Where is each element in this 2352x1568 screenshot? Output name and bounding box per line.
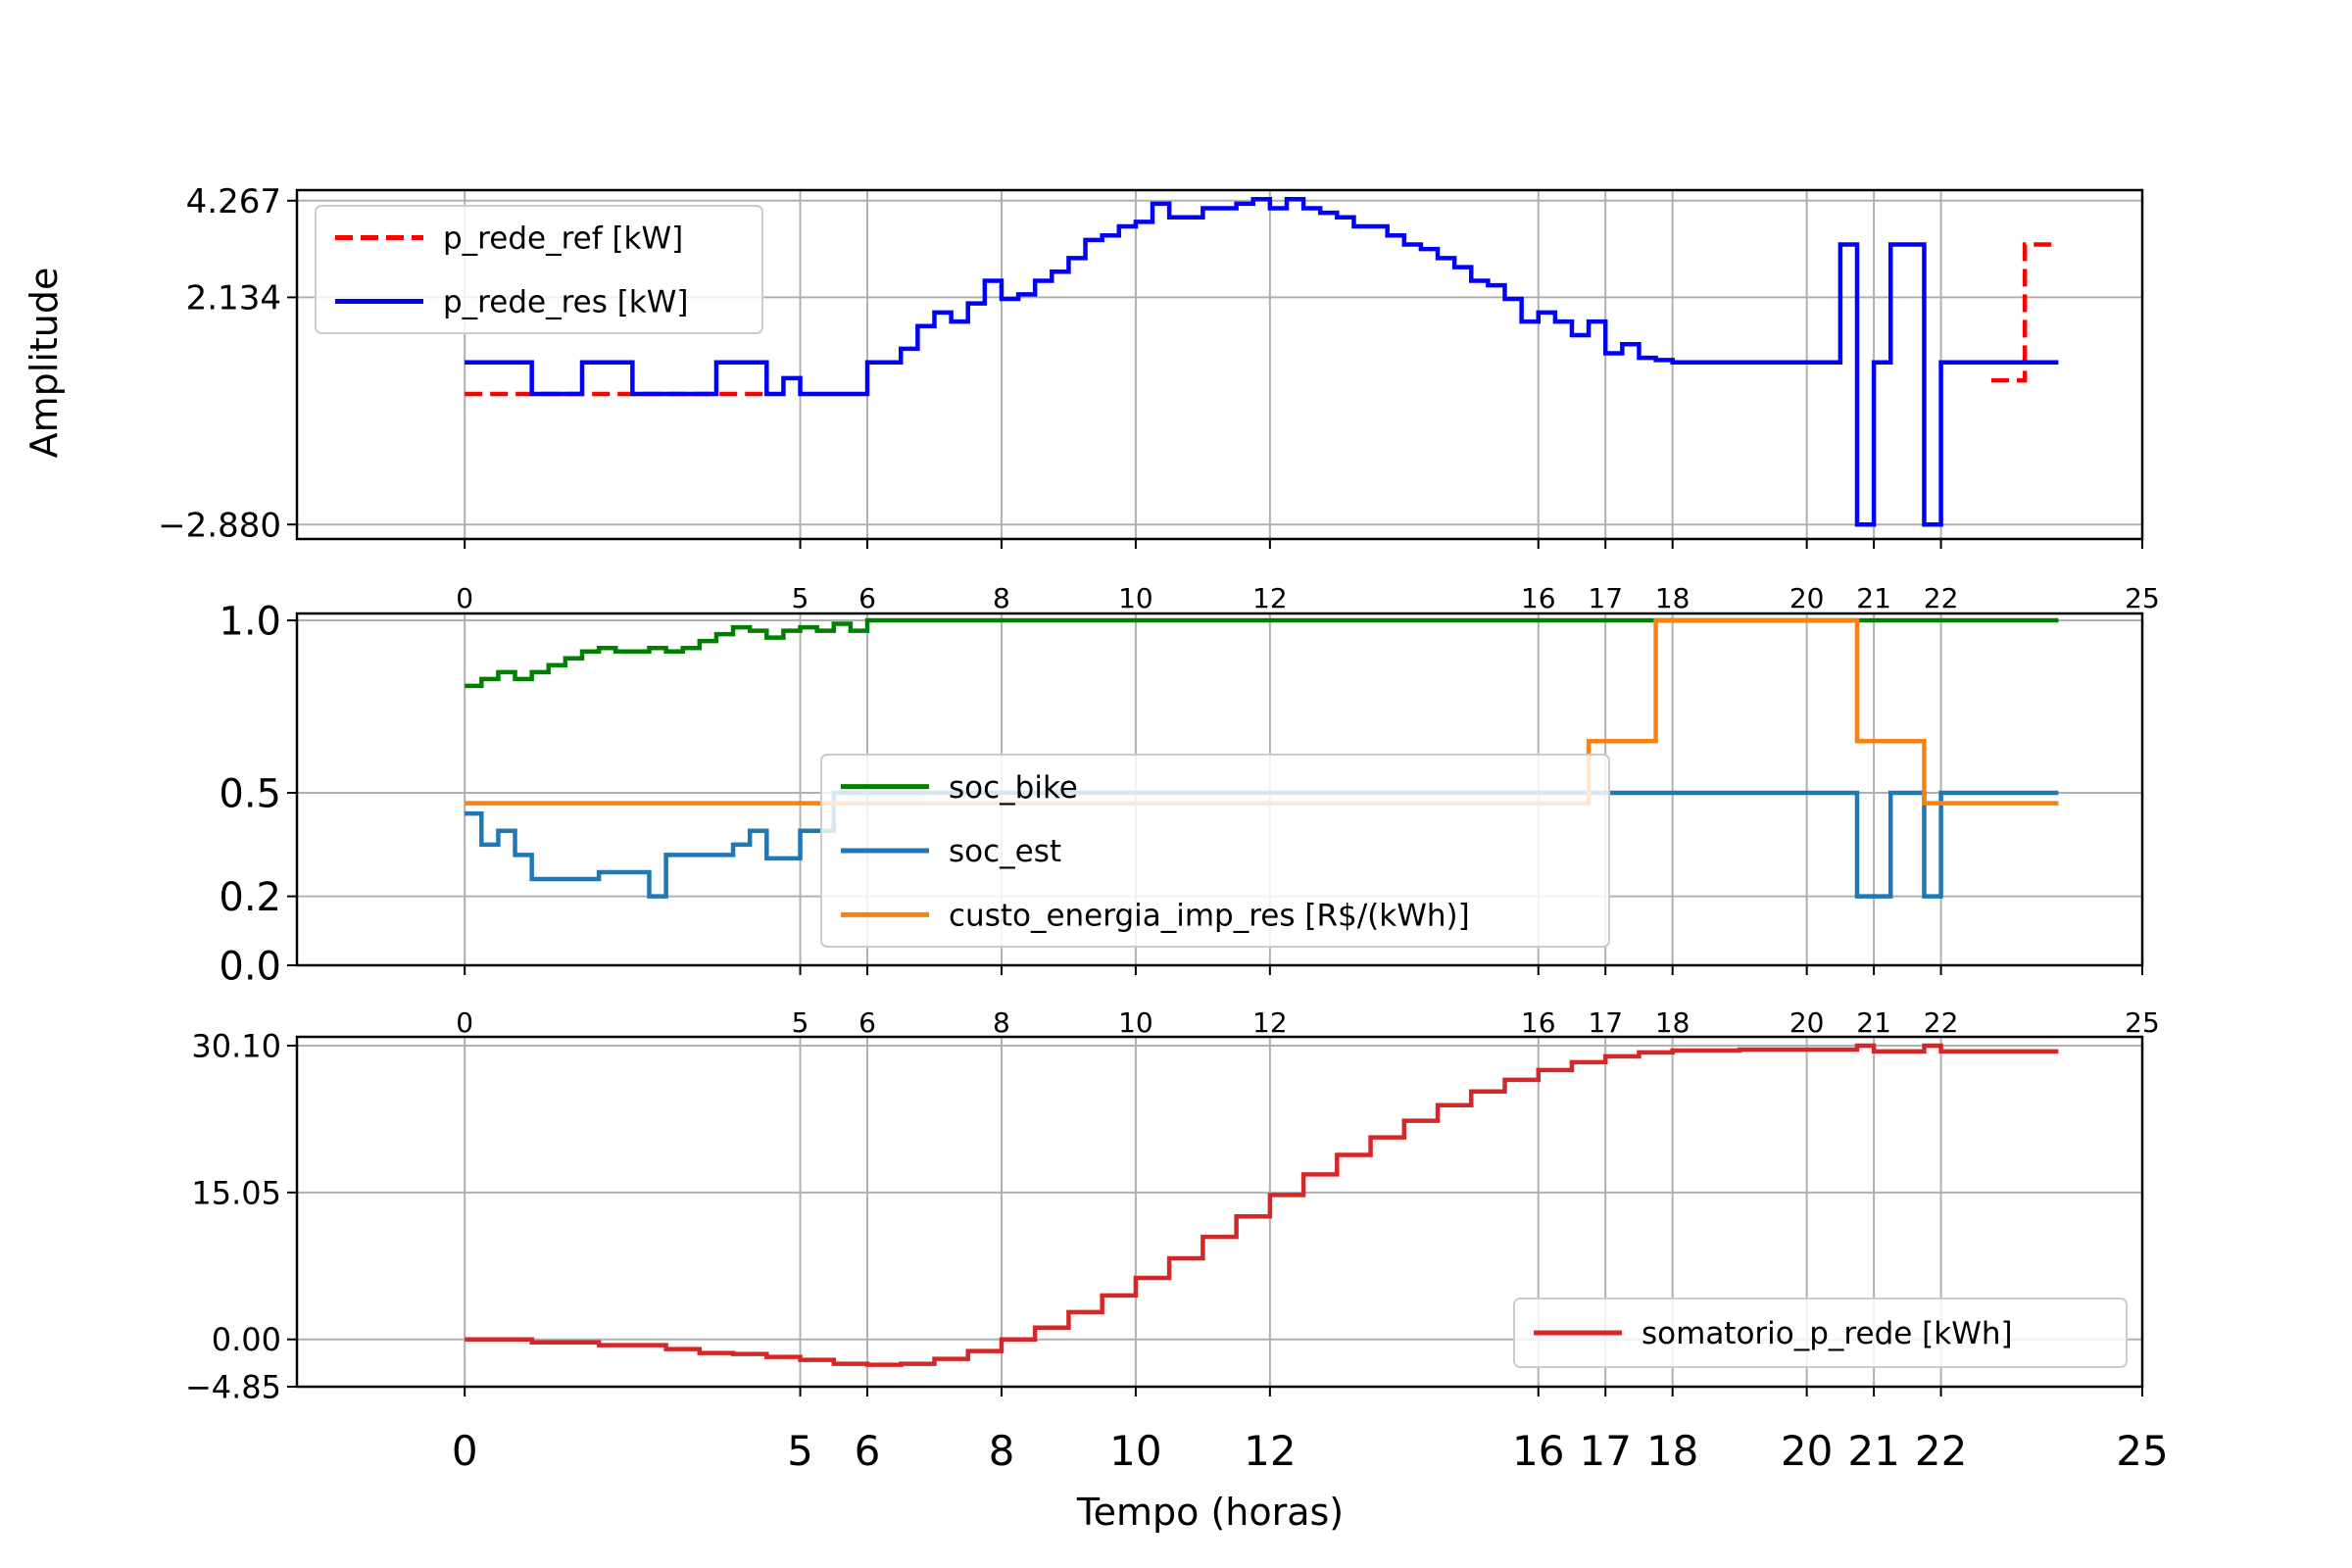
x-tick-label: 12 bbox=[1252, 1006, 1288, 1039]
x-tick-label: 22 bbox=[1924, 1006, 1959, 1039]
x-tick-label: 10 bbox=[1109, 1427, 1161, 1475]
legend-box bbox=[315, 205, 763, 334]
x-tick-label: 5 bbox=[792, 1006, 809, 1039]
series-line-1 bbox=[465, 242, 2059, 397]
x-tick-label: 20 bbox=[1781, 1427, 1833, 1475]
y-tick-label: 0.5 bbox=[219, 771, 281, 816]
x-tick-label: 8 bbox=[993, 582, 1010, 614]
x-tick-label: 12 bbox=[1252, 582, 1288, 614]
x-tick-label: 8 bbox=[993, 1006, 1010, 1039]
x-tick-label: 21 bbox=[1847, 1427, 1899, 1475]
y-tick-label: 15.05 bbox=[191, 1174, 281, 1211]
soc-cost-panel: 0 5 6 8 10 12 16 17 18 20 21 22 25 0.0 0.2 0.5 1.0 soc_bi… bbox=[219, 599, 2159, 1039]
y-tick-label: 0.0 bbox=[219, 944, 281, 989]
series-line-2 bbox=[465, 196, 2059, 527]
x-tick-label: 25 bbox=[2125, 582, 2160, 614]
x-tick-label: 5 bbox=[787, 1427, 813, 1475]
legend: soc_bike soc_est custo_energia_imp_res [R$… bbox=[820, 754, 1610, 948]
x-tick-label: 22 bbox=[1924, 582, 1959, 614]
x-tick-label: 12 bbox=[1244, 1427, 1296, 1475]
x-tick-label: 20 bbox=[1789, 582, 1825, 614]
axes-frame bbox=[295, 188, 2144, 541]
x-tick-label: 25 bbox=[2125, 1006, 2160, 1039]
x-tick-label: 18 bbox=[1655, 582, 1690, 614]
y-tick-label: 2.134 bbox=[186, 279, 281, 318]
legend-label: somatorio_p_rede [kWh] bbox=[1642, 1316, 2013, 1351]
cumulative-energy-panel: 0 5 6 8 10 12 16 17 18 20 21 22 25 −4.85 0.00 15.05 30.1… bbox=[185, 1027, 2169, 1475]
x-axis-label: Tempo (horas) bbox=[1076, 1491, 1344, 1534]
legend-box bbox=[1513, 1298, 2128, 1368]
x-tick-label: 16 bbox=[1521, 582, 1556, 614]
y-tick-label: 1.0 bbox=[219, 599, 281, 644]
y-tick-label: 0.2 bbox=[219, 875, 281, 920]
legend-label: custo_energia_imp_res [R$/(kWh)] bbox=[949, 898, 1470, 933]
series-line-2 bbox=[465, 790, 2059, 899]
y-tick-label: −2.880 bbox=[158, 506, 281, 545]
x-tick-label: 0 bbox=[456, 582, 473, 614]
x-tick-label: 6 bbox=[858, 1006, 876, 1039]
x-tick-label: 25 bbox=[2116, 1427, 2168, 1475]
legend-label: soc_bike bbox=[949, 770, 1078, 806]
x-tick-label: 5 bbox=[792, 582, 809, 614]
y-tick-label: 0.00 bbox=[212, 1321, 281, 1358]
series-line-1 bbox=[465, 1043, 2059, 1367]
y-tick-label: −4.85 bbox=[185, 1369, 281, 1406]
x-tick-label: 20 bbox=[1789, 1006, 1825, 1039]
y-axis-label: Amplitude bbox=[23, 268, 66, 459]
x-tick-label: 0 bbox=[456, 1006, 473, 1039]
x-tick-label: 10 bbox=[1118, 582, 1153, 614]
axes-frame bbox=[295, 612, 2144, 967]
power-panel: 0 5 6 8 10 12 16 17 18 20 21 22 25 −2.880 2.134 4.267 p_… bbox=[158, 182, 2160, 614]
x-tick-label: 6 bbox=[855, 1427, 881, 1475]
x-tick-label: 8 bbox=[989, 1427, 1015, 1475]
x-tick-label: 16 bbox=[1512, 1427, 1564, 1475]
x-tick-label: 18 bbox=[1655, 1006, 1690, 1039]
axes-frame bbox=[295, 1035, 2144, 1389]
x-tick-label: 17 bbox=[1579, 1427, 1631, 1475]
legend-label: soc_est bbox=[949, 834, 1061, 869]
y-tick-label: 4.267 bbox=[186, 182, 281, 221]
legend-label: p_rede_res [kW] bbox=[443, 285, 689, 320]
legend-label: p_rede_ref [kW] bbox=[443, 221, 683, 257]
x-tick-label: 18 bbox=[1646, 1427, 1698, 1475]
x-tick-label: 21 bbox=[1856, 1006, 1891, 1039]
x-tick-label: 10 bbox=[1118, 1006, 1153, 1039]
x-tick-label: 17 bbox=[1588, 582, 1623, 614]
legend-box bbox=[820, 754, 1610, 948]
x-tick-label: 16 bbox=[1521, 1006, 1556, 1039]
legend: somatorio_p_rede [kWh] bbox=[1513, 1298, 2128, 1368]
series-line-1 bbox=[465, 617, 2059, 689]
x-tick-label: 6 bbox=[858, 582, 876, 614]
x-tick-label: 21 bbox=[1856, 582, 1891, 614]
legend: p_rede_ref [kW] p_rede_res [kW] bbox=[315, 205, 763, 334]
x-tick-label: 22 bbox=[1915, 1427, 1967, 1475]
x-tick-label: 0 bbox=[452, 1427, 478, 1475]
x-tick-label: 17 bbox=[1588, 1006, 1623, 1039]
y-tick-label: 30.10 bbox=[191, 1027, 281, 1064]
